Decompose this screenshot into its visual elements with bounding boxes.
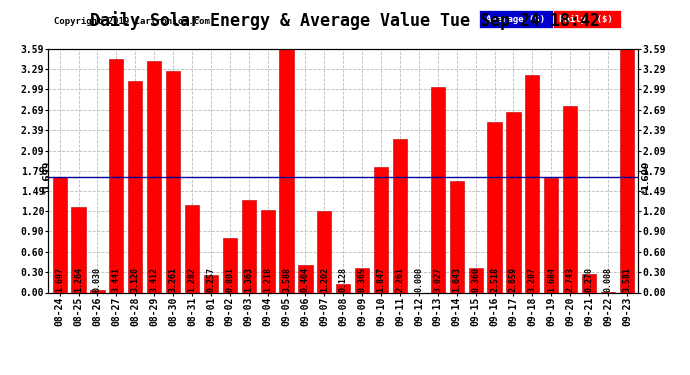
Bar: [90, 291, 105, 292]
Text: 2.261: 2.261: [395, 267, 404, 292]
Bar: [469, 268, 483, 292]
Text: 1.282: 1.282: [188, 267, 197, 292]
Text: 1.684: 1.684: [546, 267, 555, 292]
FancyBboxPatch shape: [553, 10, 620, 28]
Text: 3.261: 3.261: [168, 267, 177, 292]
Text: 3.441: 3.441: [112, 267, 121, 292]
Bar: [128, 81, 142, 292]
Text: Average ($): Average ($): [486, 15, 545, 24]
Text: 1.643: 1.643: [452, 267, 461, 292]
Bar: [279, 49, 294, 292]
Text: 0.404: 0.404: [301, 267, 310, 292]
Text: Copyright 2019 Cartronics.com: Copyright 2019 Cartronics.com: [55, 17, 210, 26]
Text: 1.697: 1.697: [55, 267, 64, 292]
Text: 0.801: 0.801: [226, 267, 235, 292]
Bar: [431, 87, 445, 292]
Text: 0.270: 0.270: [584, 267, 593, 292]
Text: 3.581: 3.581: [622, 267, 631, 292]
Bar: [355, 268, 369, 292]
Text: 0.128: 0.128: [339, 267, 348, 292]
Text: 3.588: 3.588: [282, 267, 291, 292]
Text: *1.699: *1.699: [43, 160, 52, 194]
Text: 1.264: 1.264: [74, 267, 83, 292]
FancyBboxPatch shape: [479, 10, 553, 28]
Text: 1.847: 1.847: [377, 267, 386, 292]
Text: 0.365: 0.365: [357, 267, 366, 292]
Bar: [185, 206, 199, 292]
Bar: [317, 211, 331, 292]
Bar: [393, 139, 407, 292]
Bar: [166, 71, 180, 292]
Bar: [204, 275, 218, 292]
Bar: [336, 284, 351, 292]
Text: 0.030: 0.030: [93, 267, 102, 292]
Bar: [582, 274, 596, 292]
Text: 0.257: 0.257: [206, 267, 215, 292]
Text: 0.000: 0.000: [415, 267, 424, 292]
Bar: [241, 200, 256, 292]
Text: 0.008: 0.008: [604, 267, 613, 292]
Text: 3.207: 3.207: [528, 267, 537, 292]
Text: 1.218: 1.218: [263, 267, 272, 292]
Bar: [223, 238, 237, 292]
Text: 2.518: 2.518: [490, 267, 499, 292]
Bar: [298, 265, 313, 292]
Text: 3.412: 3.412: [150, 267, 159, 292]
Bar: [563, 106, 578, 292]
Text: 2.659: 2.659: [509, 267, 518, 292]
Bar: [525, 75, 540, 292]
Text: Daily  ($): Daily ($): [560, 15, 613, 24]
Bar: [506, 112, 520, 292]
Text: 3.027: 3.027: [433, 267, 442, 292]
Text: 1.202: 1.202: [320, 267, 329, 292]
Text: 0.360: 0.360: [471, 267, 480, 292]
Bar: [620, 50, 634, 292]
Bar: [544, 178, 558, 292]
Bar: [261, 210, 275, 292]
Text: Daily Solar Energy & Average Value Tue Sep 24 18:42: Daily Solar Energy & Average Value Tue S…: [90, 11, 600, 30]
Bar: [450, 181, 464, 292]
Bar: [147, 61, 161, 292]
Bar: [52, 177, 67, 292]
Text: 1.363: 1.363: [244, 267, 253, 292]
Text: *1.699: *1.699: [642, 160, 651, 194]
Bar: [72, 207, 86, 292]
Bar: [109, 59, 124, 292]
Bar: [374, 167, 388, 292]
Text: 2.743: 2.743: [566, 267, 575, 292]
Text: 3.120: 3.120: [131, 267, 140, 292]
Bar: [487, 122, 502, 292]
